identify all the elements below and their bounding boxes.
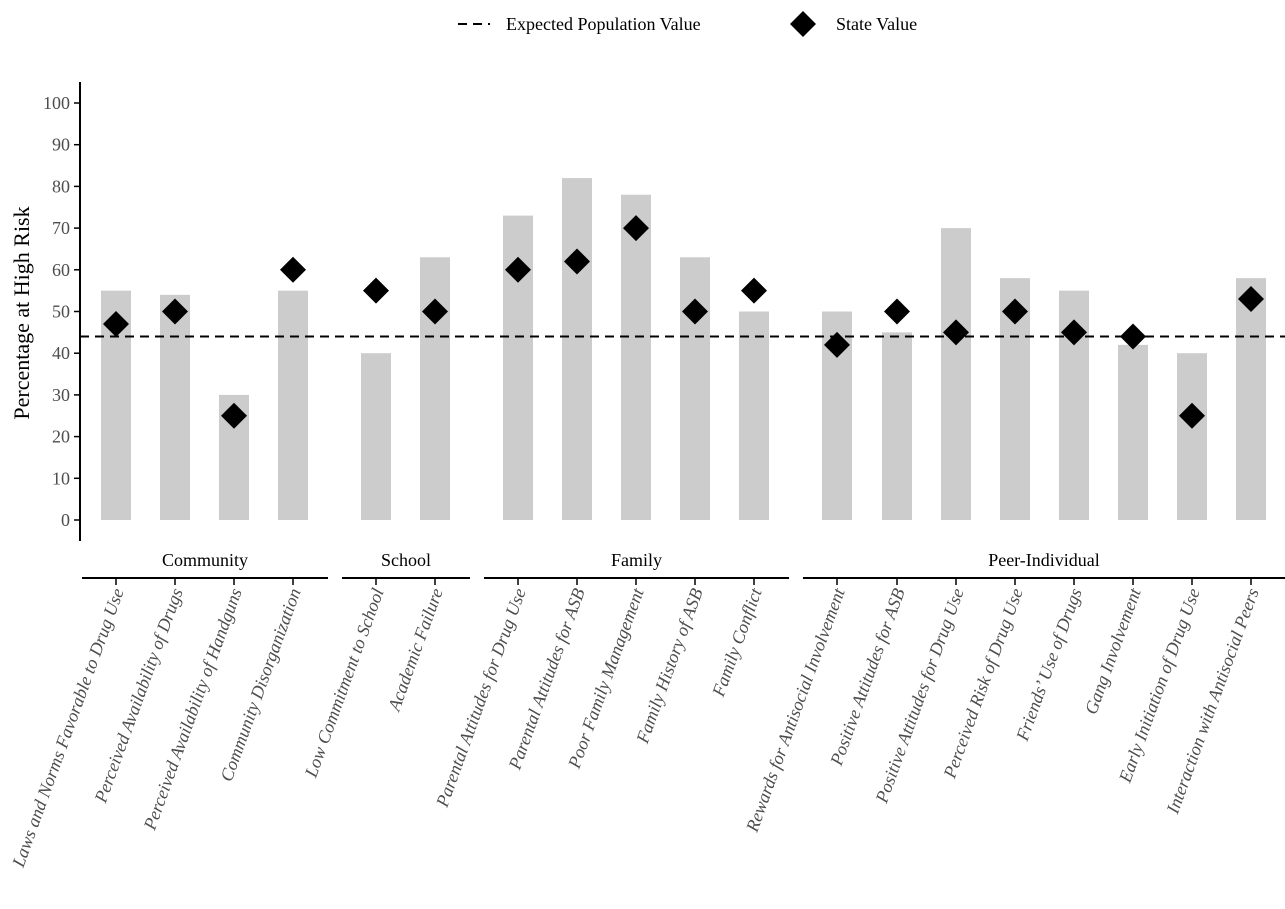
state-value-point-rewards-for-antisocial-involvement — [824, 331, 850, 358]
state-value-point-parental-attitudes-for-asb — [564, 248, 590, 275]
x-tick-label-gang-involvement: Gang Involvement — [1081, 585, 1145, 717]
group-label-school: School — [381, 550, 431, 570]
bar-academic-failure — [420, 257, 450, 520]
state-value-point-interaction-with-antisocial-peers — [1238, 285, 1264, 312]
state-value-point-low-commitment-to-school — [363, 277, 389, 304]
y-tick-label: 40 — [52, 343, 70, 363]
y-tick-label: 60 — [52, 260, 70, 280]
state-value-point-early-initiation-of-drug-use — [1179, 402, 1205, 429]
state-value-point-community-disorganization — [280, 256, 306, 283]
y-axis-title: Percentage at High Risk — [9, 206, 34, 419]
state-value-point-laws-and-norms-favorable-to-drug-use — [103, 311, 129, 338]
bar-positive-attitudes-for-asb — [882, 332, 912, 520]
state-value-point-family-history-of-asb — [682, 298, 708, 325]
bar-community-disorganization — [278, 290, 308, 520]
group-label-community: Community — [162, 550, 248, 570]
y-tick-label: 50 — [52, 302, 70, 322]
x-tick-label-rewards-for-antisocial-involvement: Rewards for Antisocial Involvement — [742, 585, 850, 836]
y-tick-label: 30 — [52, 385, 70, 405]
y-tick-label: 0 — [61, 510, 70, 530]
state-value-point-perceived-risk-of-drug-use — [1002, 298, 1028, 325]
state-value-point-positive-attitudes-for-asb — [884, 298, 910, 325]
bar-family-history-of-asb — [680, 257, 710, 520]
state-value-point-poor-family-management — [623, 215, 649, 242]
bar-early-initiation-of-drug-use — [1177, 353, 1207, 520]
y-tick-label: 80 — [52, 176, 70, 196]
y-tick-label: 10 — [52, 468, 70, 488]
state-value-point-academic-failure — [422, 298, 448, 325]
legend-diamond-key — [790, 11, 816, 37]
x-tick-label-laws-and-norms-favorable-to-drug-use: Laws and Norms Favorable to Drug Use — [8, 586, 128, 871]
bar-perceived-availability-of-drugs — [160, 294, 190, 520]
x-tick-label-family-conflict: Family Conflict — [708, 585, 766, 700]
x-tick-label-low-commitment-to-school: Low Commitment to School — [300, 586, 387, 781]
bar-parental-attitudes-for-asb — [562, 178, 592, 520]
x-tick-label-friends-use-of-drugs: Friends’ Use of Drugs — [1012, 586, 1086, 745]
bar-gang-involvement — [1118, 344, 1148, 520]
y-tick-label: 70 — [52, 218, 70, 238]
y-tick-label: 100 — [43, 93, 70, 113]
bar-poor-family-management — [621, 194, 651, 521]
x-tick-label-parental-attitudes-for-drug-use: Parental Attitudes for Drug Use — [432, 586, 530, 811]
legend: Expected Population Value State Value — [458, 11, 917, 37]
state-value-point-perceived-availability-of-handguns — [221, 402, 247, 429]
state-value-point-parental-attitudes-for-drug-use — [505, 256, 531, 283]
legend-point-label: State Value — [836, 14, 917, 34]
bar-positive-attitudes-for-drug-use — [941, 228, 971, 520]
group-label-peer-individual: Peer-Individual — [988, 550, 1100, 570]
group-label-family: Family — [611, 550, 662, 570]
state-value-point-family-conflict — [741, 277, 767, 304]
state-value-point-positive-attitudes-for-drug-use — [943, 319, 969, 346]
bar-family-conflict — [739, 311, 769, 520]
y-tick-label: 90 — [52, 135, 70, 155]
y-tick-label: 20 — [52, 427, 70, 447]
x-tick-label-academic-failure: Academic Failure — [384, 586, 447, 715]
bar-low-commitment-to-school — [361, 353, 391, 520]
x-tick-label-family-history-of-asb: Family History of ASB — [632, 586, 707, 747]
legend-line-label: Expected Population Value — [506, 14, 701, 34]
plot-area: 0 10 20 30 40 50 60 70 80 90 100 Community School Fam… — [8, 82, 1285, 871]
state-value-point-gang-involvement — [1120, 323, 1146, 350]
bar-interaction-with-antisocial-peers — [1236, 278, 1266, 520]
state-value-point-perceived-availability-of-drugs — [162, 298, 188, 325]
state-value-point-friends-use-of-drugs — [1061, 319, 1087, 346]
